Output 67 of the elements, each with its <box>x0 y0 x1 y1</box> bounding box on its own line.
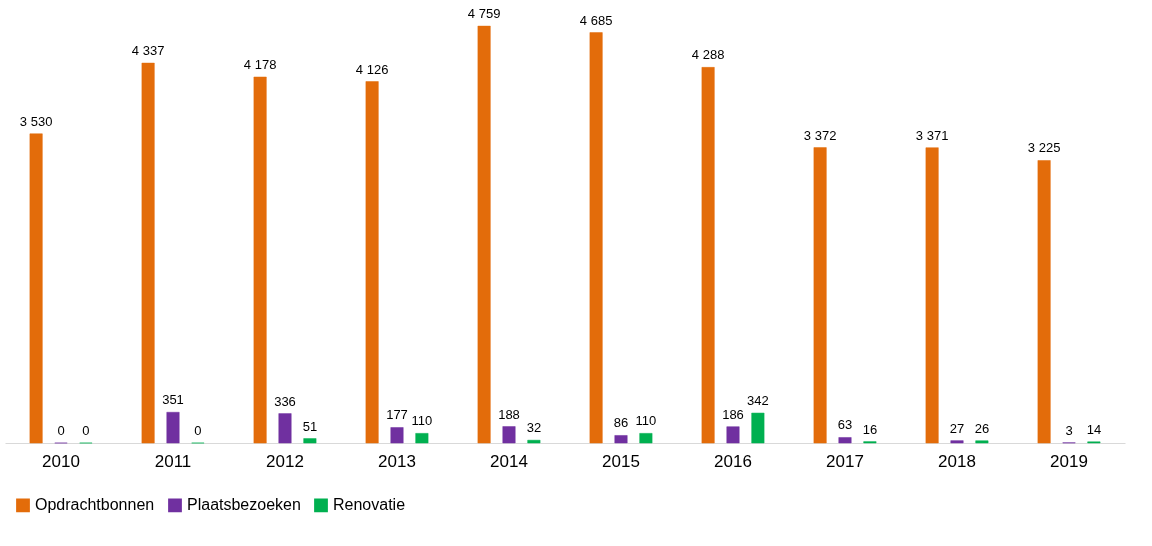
data-label: 63 <box>837 417 853 433</box>
bar <box>29 133 43 444</box>
bar <box>838 437 852 444</box>
data-label: 336 <box>274 393 296 409</box>
bar <box>415 433 429 444</box>
legend-label: Opdrachtbonnen <box>35 496 155 514</box>
data-label: 177 <box>386 407 408 423</box>
bar <box>813 147 827 444</box>
x-tick-label: 2018 <box>938 451 976 471</box>
data-label: 3 225 <box>1027 140 1061 156</box>
legend-label: Renovatie <box>333 496 406 514</box>
bar <box>141 62 155 444</box>
bar <box>925 147 939 444</box>
bar <box>589 32 603 444</box>
data-label: 0 <box>194 423 202 438</box>
data-label: 14 <box>1086 421 1102 437</box>
data-label: 26 <box>974 420 990 436</box>
bar <box>253 76 267 444</box>
bar <box>477 25 491 444</box>
bar <box>166 412 180 444</box>
bar <box>390 427 404 444</box>
data-label: 27 <box>949 420 965 436</box>
bar <box>614 435 628 444</box>
data-label: 4 178 <box>243 57 277 73</box>
bar <box>278 413 292 444</box>
data-label: 3 371 <box>915 127 949 143</box>
data-label: 4 685 <box>579 12 613 28</box>
data-label: 3 <box>1065 422 1073 438</box>
data-label: 4 337 <box>131 43 165 59</box>
data-label: 51 <box>302 418 318 434</box>
data-label: 4 126 <box>355 61 389 77</box>
data-label: 86 <box>613 415 629 431</box>
data-label: 3 372 <box>803 127 837 143</box>
data-label: 110 <box>635 413 657 429</box>
bar <box>639 433 653 444</box>
bar <box>701 67 715 444</box>
data-label: 4 759 <box>467 6 501 22</box>
bar <box>950 440 964 444</box>
bar <box>365 81 379 444</box>
bar <box>527 439 541 444</box>
bar <box>726 426 740 444</box>
x-tick-label: 2017 <box>826 451 864 471</box>
x-tick-label: 2014 <box>490 451 528 471</box>
x-tick-label: 2019 <box>1050 451 1088 471</box>
data-label: 351 <box>162 392 184 408</box>
x-tick-label: 2010 <box>42 451 80 471</box>
x-tick-label: 2016 <box>714 451 752 471</box>
data-label: 16 <box>862 421 878 437</box>
data-label: 4 288 <box>691 47 725 63</box>
data-label: 0 <box>82 423 90 438</box>
legend-label: Plaatsbezoeken <box>187 496 301 514</box>
bar <box>502 426 516 444</box>
bar <box>1037 160 1051 444</box>
bar <box>751 412 765 444</box>
data-label: 3 530 <box>19 113 53 129</box>
x-tick-label: 2012 <box>266 451 304 471</box>
bar <box>303 438 317 444</box>
x-tick-label: 2013 <box>378 451 416 471</box>
data-label: 342 <box>747 393 769 409</box>
x-tick-label: 2011 <box>154 451 192 471</box>
data-label: 0 <box>57 423 65 438</box>
data-label: 186 <box>722 406 744 422</box>
bar <box>975 440 989 444</box>
data-label: 110 <box>411 413 433 429</box>
x-tick-label: 2015 <box>602 451 640 471</box>
data-label: 32 <box>526 420 542 436</box>
data-label: 188 <box>498 406 520 422</box>
